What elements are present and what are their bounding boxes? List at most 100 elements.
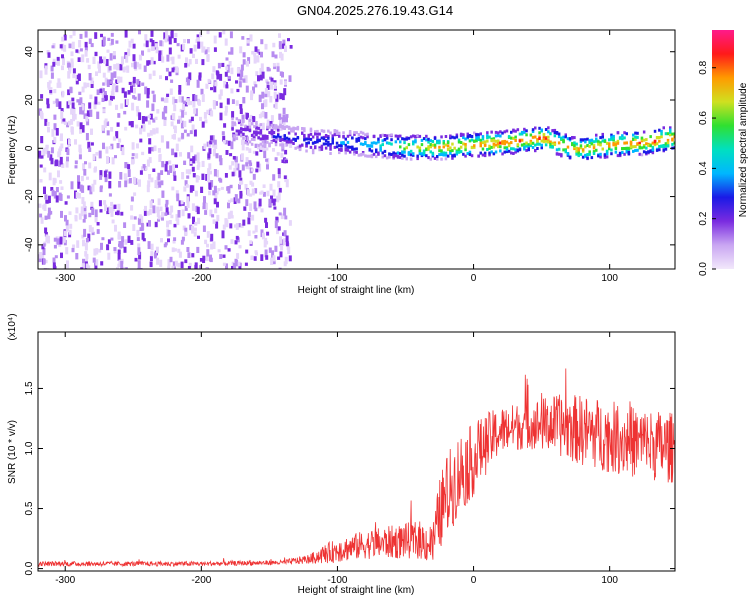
ridge-cell	[368, 154, 371, 158]
noise-cell	[212, 219, 216, 224]
ridge-cell	[266, 135, 269, 138]
noise-cell	[278, 41, 282, 48]
noise-cell	[81, 197, 85, 204]
ridge-cell	[436, 155, 439, 158]
ridge-cell	[281, 138, 284, 141]
noise-cell	[180, 96, 184, 103]
ridge-cell	[538, 126, 541, 130]
noise-cell	[90, 80, 94, 88]
ridge-cell	[331, 134, 334, 138]
noise-cell	[138, 214, 142, 219]
ridge-cell	[494, 130, 498, 134]
noise-cell	[51, 189, 55, 197]
ridge-cell	[523, 142, 526, 146]
noise-cell	[252, 116, 256, 123]
noise-cell	[254, 46, 258, 52]
noise-cell	[55, 99, 59, 107]
ridge-cell	[640, 153, 644, 157]
noise-cell	[215, 153, 219, 159]
noise-cell	[244, 262, 248, 266]
ridge-cell	[412, 140, 415, 144]
ridge-cell	[592, 144, 596, 148]
ridge-cell	[433, 136, 437, 140]
ridge-cell	[540, 128, 543, 132]
ridge-cell	[259, 131, 263, 135]
ridge-cell	[529, 139, 533, 143]
ridge-cell	[383, 138, 387, 141]
noise-cell	[44, 232, 48, 237]
noise-cell	[240, 64, 244, 71]
ridge-cell	[338, 131, 341, 135]
noise-cell	[155, 246, 159, 254]
noise-cell	[227, 199, 231, 203]
noise-cell	[149, 255, 153, 262]
noise-cell	[278, 113, 282, 120]
noise-cell	[106, 121, 110, 126]
noise-cell	[208, 109, 212, 115]
noise-cell	[170, 79, 174, 83]
ridge-cell	[268, 125, 271, 129]
ridge-cell	[573, 147, 576, 151]
ridge-cell	[483, 140, 487, 144]
ridge-cell	[468, 150, 472, 154]
ridge-cell	[468, 134, 472, 138]
noise-cell	[62, 237, 66, 243]
noise-cell	[288, 255, 292, 262]
x-tick-label: 100	[601, 575, 618, 586]
noise-cell	[198, 75, 202, 81]
ridge-cell	[277, 134, 280, 138]
noise-cell	[234, 258, 238, 263]
noise-cell	[165, 207, 169, 215]
noise-cell	[237, 223, 241, 228]
ridge-cell	[329, 143, 332, 147]
noise-cell	[191, 124, 195, 130]
noise-cell	[67, 120, 71, 126]
noise-cell	[229, 223, 233, 229]
snr-y-ticks: 0.00.51.01.5	[24, 381, 675, 576]
ridge-cell	[290, 139, 293, 143]
noise-cell	[137, 93, 141, 101]
noise-cell	[256, 49, 260, 54]
noise-cell	[279, 251, 283, 258]
noise-cell	[59, 180, 63, 184]
noise-cell	[277, 226, 281, 231]
noise-cell	[197, 98, 200, 105]
ridge-cell	[470, 135, 474, 138]
noise-cell	[96, 111, 100, 119]
noise-cell	[230, 88, 234, 94]
noise-cell	[44, 65, 48, 70]
noise-cell	[108, 181, 112, 189]
ridge-cell	[599, 136, 602, 140]
noise-cell	[94, 32, 98, 39]
ridge-cell	[283, 127, 286, 130]
ridge-cell	[248, 129, 252, 133]
noise-cell	[172, 170, 176, 177]
noise-cell	[117, 76, 121, 84]
noise-cell	[213, 47, 217, 52]
noise-cell	[139, 138, 143, 143]
ridge-cell	[512, 152, 515, 155]
noise-cell	[146, 184, 150, 193]
noise-cell	[108, 146, 112, 150]
ridge-cell	[279, 139, 282, 142]
ridge-cell	[355, 139, 358, 143]
noise-cell	[205, 174, 209, 181]
noise-cell	[154, 43, 158, 48]
noise-cell	[68, 139, 71, 145]
noise-cell	[81, 105, 85, 111]
ridge-cell	[438, 141, 441, 145]
ridge-cell	[527, 147, 530, 151]
noise-cell	[234, 156, 238, 163]
noise-cell	[166, 220, 169, 228]
colorbar-tick-label: 0.6	[698, 111, 709, 125]
noise-cell	[231, 266, 234, 269]
noise-cell	[276, 226, 279, 235]
ridge-cell	[244, 141, 247, 145]
noise-cell	[152, 205, 156, 214]
noise-cell	[115, 131, 119, 139]
ridge-cell	[449, 136, 452, 140]
ridge-cell	[549, 140, 552, 144]
ridge-cell	[479, 138, 482, 142]
ridge-cell	[590, 138, 594, 142]
noise-cell	[213, 148, 216, 157]
